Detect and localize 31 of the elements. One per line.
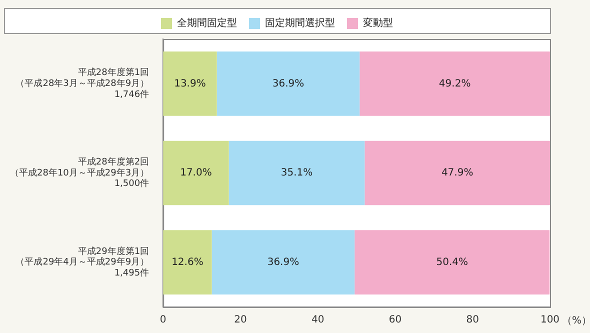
bar [163, 140, 229, 206]
bar [163, 52, 217, 116]
bar [216, 52, 360, 116]
y-tick-label: 平成29年度第1回（平成29年4月～平成29年9月）1,495件 [16, 246, 150, 278]
x-tick-label: 100 [540, 314, 560, 326]
bar [163, 230, 212, 294]
x-tick-label: 40 [311, 314, 324, 326]
bar [354, 230, 550, 294]
data-label: 49.2% [438, 78, 471, 90]
legend-label: 固定期間選択型 [265, 17, 335, 30]
data-label: 13.9% [174, 78, 206, 90]
x-tick-label: 80 [466, 314, 479, 326]
x-tick-label: 20 [234, 314, 247, 326]
data-label: 36.9% [272, 78, 304, 90]
data-label: 12.6% [172, 256, 204, 268]
bar [360, 52, 550, 116]
data-label: 50.4% [436, 256, 468, 268]
bar [364, 140, 550, 206]
y-tick-label: 平成28年度第1回（平成28年3月～平成28年9月）1,746件 [16, 67, 150, 100]
bar [212, 230, 355, 294]
x-tick-label: 60 [388, 314, 402, 326]
legend-label: 変動型 [363, 17, 393, 30]
legend-label: 全期間固定型 [177, 17, 237, 30]
x-tick-label: 0 [160, 314, 166, 326]
bar [228, 140, 365, 206]
data-label: 47.9% [441, 168, 474, 179]
data-label: 17.0% [180, 168, 212, 179]
data-label: 35.1% [280, 168, 313, 179]
y-tick-label: 平成28年度第2回（平成28年10月～平成29年3月）1,500件 [10, 156, 150, 190]
data-label: 36.9% [267, 256, 300, 268]
x-axis-title: （%） [562, 316, 590, 327]
